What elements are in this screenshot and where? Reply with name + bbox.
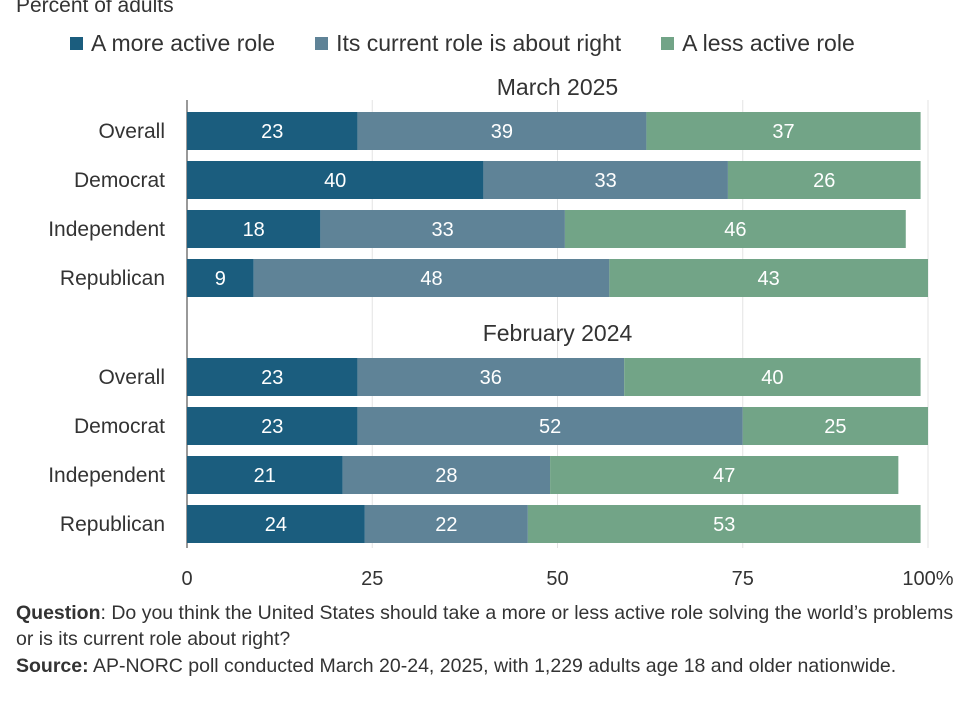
source-label: Source: [16, 655, 89, 677]
data-label-0-2-1: 33 [432, 219, 454, 241]
bar-segment-0-0-1 [357, 112, 647, 150]
data-label-1-1-1: 52 [539, 416, 561, 438]
bar-segment-1-1-1 [357, 407, 743, 445]
data-label-1-0-1: 36 [480, 367, 502, 389]
bar-segment-0-2-0 [187, 210, 321, 248]
data-label-0-2-0: 18 [243, 219, 265, 241]
data-label-0-1-0: 40 [324, 170, 346, 192]
x-tick-label-2: 50 [546, 568, 568, 590]
data-label-0-1-2: 26 [813, 170, 835, 192]
bar-segment-1-2-1 [342, 456, 551, 494]
bar-segment-1-1-0 [187, 407, 358, 445]
chart-subtitle: Percent of adults [16, 0, 174, 17]
bar-segment-1-3-1 [364, 505, 528, 543]
category-label-0-3: Republican [60, 267, 165, 290]
bar-segment-0-0-2 [646, 112, 921, 150]
data-label-1-3-0: 24 [265, 514, 287, 536]
question-note: Question: Do you think the United States… [16, 600, 966, 652]
stacked-bar-chart: 0 25 50 75 100% March 2025 Overall 23 39 37 Democr… [48, 74, 954, 590]
category-label-1-0: Overall [98, 366, 165, 389]
legend-item-more-active: A more active role [70, 30, 275, 57]
legend-label-current-right: Its current role is about right [336, 30, 622, 56]
bar-segment-0-3-1 [253, 259, 610, 297]
bar-segment-1-3-0 [187, 505, 365, 543]
bar-segment-0-1-0 [187, 161, 484, 199]
bar-segment-1-1-2 [742, 407, 928, 445]
source-text: AP-NORC poll conducted March 20-24, 2025… [88, 655, 897, 677]
category-label-0-0: Overall [98, 120, 165, 143]
legend-item-less-active: A less active role [661, 30, 855, 57]
bar-segment-1-2-2 [550, 456, 899, 494]
data-label-0-3-1: 48 [420, 268, 442, 290]
data-label-1-3-2: 53 [713, 514, 735, 536]
data-label-0-0-2: 37 [772, 121, 794, 143]
bar-segment-0-3-2 [609, 259, 928, 297]
legend-item-current-right: Its current role is about right [315, 30, 621, 57]
data-label-1-2-2: 47 [713, 465, 735, 487]
x-tick-label-1: 25 [361, 568, 383, 590]
legend-label-less-active: A less active role [682, 30, 855, 56]
data-label-0-3-2: 43 [758, 268, 780, 290]
data-label-1-0-0: 23 [261, 367, 283, 389]
data-label-1-1-2: 25 [824, 416, 846, 438]
data-label-1-2-1: 28 [435, 465, 457, 487]
category-label-1-3: Republican [60, 513, 165, 536]
category-label-0-2: Independent [48, 218, 165, 241]
data-label-0-2-2: 46 [724, 219, 746, 241]
group-title-0: March 2025 [497, 74, 618, 100]
bar-segment-0-2-1 [320, 210, 565, 248]
legend-swatch-more-active [70, 37, 83, 50]
data-label-1-2-0: 21 [254, 465, 276, 487]
bar-segment-0-3-0 [187, 259, 254, 297]
bar-segment-1-3-2 [527, 505, 921, 543]
bar-segment-1-2-0 [187, 456, 343, 494]
data-label-0-0-0: 23 [261, 121, 283, 143]
x-tick-label-4: 100% [902, 568, 953, 590]
legend-label-more-active: A more active role [91, 30, 276, 56]
data-label-1-0-2: 40 [761, 367, 783, 389]
group-title-1: February 2024 [483, 320, 633, 346]
bar-segment-1-0-0 [187, 358, 358, 396]
data-label-0-0-1: 39 [491, 121, 513, 143]
question-label: Question [16, 602, 101, 624]
bar-segment-0-2-2 [564, 210, 906, 248]
data-label-1-1-0: 23 [261, 416, 283, 438]
data-label-1-3-1: 22 [435, 514, 457, 536]
bar-segment-0-0-0 [187, 112, 358, 150]
question-text: : Do you think the United States should … [16, 602, 954, 650]
bar-segment-1-0-2 [624, 358, 921, 396]
category-label-0-1: Democrat [74, 169, 165, 192]
legend-swatch-current-right [315, 37, 329, 50]
bar-segment-0-1-1 [483, 161, 728, 199]
data-label-0-1-1: 33 [595, 170, 617, 192]
data-label-0-3-0: 9 [215, 268, 226, 290]
x-tick-label-3: 75 [732, 568, 754, 590]
category-label-1-1: Democrat [74, 415, 165, 438]
x-tick-label-0: 0 [181, 568, 192, 590]
legend-swatch-less-active [661, 37, 675, 50]
bar-segment-0-1-2 [727, 161, 921, 199]
source-note: Source: AP-NORC poll conducted March 20-… [16, 653, 966, 679]
bar-segment-1-0-1 [357, 358, 625, 396]
category-label-1-2: Independent [48, 464, 165, 487]
legend: A more active role Its current role is a… [70, 30, 855, 57]
